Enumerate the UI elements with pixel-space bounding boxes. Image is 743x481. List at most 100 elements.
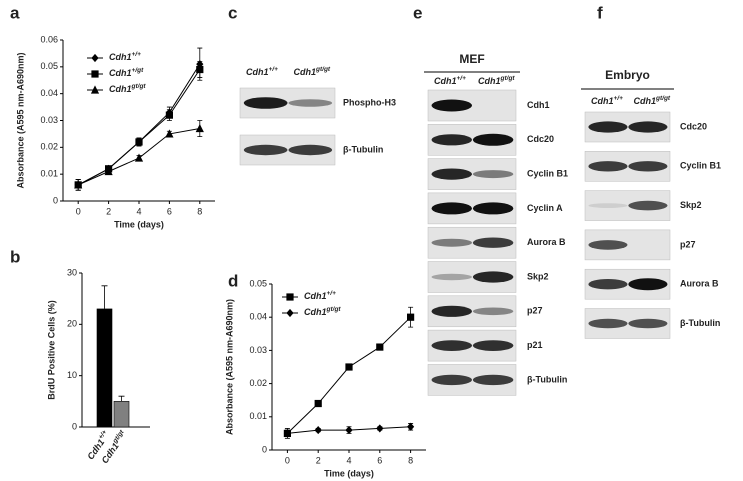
marker xyxy=(407,313,415,321)
y-tick-label: 0.01 xyxy=(40,169,58,179)
legend-marker xyxy=(286,293,294,301)
band xyxy=(431,202,473,215)
band xyxy=(628,318,668,329)
band xyxy=(472,170,514,179)
marker xyxy=(376,343,384,351)
row-label: p27 xyxy=(680,239,696,249)
y-tick-label: 0.04 xyxy=(249,312,267,322)
marker xyxy=(165,129,174,138)
marker xyxy=(165,111,173,119)
band xyxy=(431,340,473,351)
y-tick-label: 0.05 xyxy=(249,278,267,288)
y-tick-label: 0.01 xyxy=(249,411,267,421)
error-bar xyxy=(118,395,125,402)
marker xyxy=(314,425,322,435)
band xyxy=(588,121,628,133)
row-label: β-Tubulin xyxy=(527,374,567,384)
band xyxy=(431,305,473,317)
y-tick-label: 0.03 xyxy=(249,345,267,355)
band xyxy=(472,340,514,351)
band xyxy=(472,271,514,283)
row-label: Cyclin A xyxy=(527,203,563,213)
marker xyxy=(376,424,384,433)
x-tick-label: 0 xyxy=(285,455,290,465)
row-label: Cyclin B1 xyxy=(680,161,721,171)
marker xyxy=(135,138,143,146)
row-label: β-Tubulin xyxy=(343,144,383,154)
y-tick-label: 30 xyxy=(67,267,77,277)
lane-header: Cdh1+/+ xyxy=(246,66,278,77)
lane-header: Cdh1+/+ xyxy=(434,75,466,86)
x-tick-label: 0 xyxy=(76,206,81,216)
x-tick-label: 4 xyxy=(346,455,351,465)
row-label: β-Tubulin xyxy=(680,318,720,328)
y-tick-label: 10 xyxy=(67,370,77,380)
band xyxy=(628,161,668,172)
band xyxy=(628,278,668,291)
band xyxy=(431,134,473,146)
y-tick-label: 0.04 xyxy=(40,88,58,98)
bar xyxy=(113,401,130,428)
panel-letter: e xyxy=(413,3,422,22)
lane-header: Cdh1gt/gt xyxy=(478,75,515,86)
legend-label: Cdh1+/+ xyxy=(109,51,141,62)
band xyxy=(431,238,473,247)
lane-header: Cdh1gt/gt xyxy=(294,66,331,77)
band xyxy=(588,161,628,172)
marker xyxy=(283,429,291,438)
marker xyxy=(195,123,204,133)
band xyxy=(431,99,473,112)
band xyxy=(431,374,473,386)
band xyxy=(588,318,628,329)
y-tick-label: 0.02 xyxy=(40,142,58,152)
x-axis-label: Time (days) xyxy=(114,219,164,229)
legend-label: Cdh1+/gt xyxy=(109,67,144,78)
y-tick-label: 0.03 xyxy=(40,115,58,125)
row-label: Cyclin B1 xyxy=(527,168,568,178)
row-label: p27 xyxy=(527,306,543,316)
band xyxy=(472,307,514,316)
row-label: Skp2 xyxy=(527,271,549,281)
panel-letter: c xyxy=(228,3,237,22)
panel-letter: a xyxy=(10,3,20,22)
band xyxy=(588,203,628,209)
row-label: Aurora B xyxy=(680,279,719,289)
band xyxy=(288,99,333,107)
x-tick-label: 4 xyxy=(136,206,141,216)
y-tick-label: 0 xyxy=(262,444,267,454)
y-tick-label: 0 xyxy=(72,421,77,431)
x-tick-label: 2 xyxy=(106,206,111,216)
legend-label: Cdh1gt/gt xyxy=(109,83,146,94)
panel-letter: b xyxy=(10,247,20,266)
marker xyxy=(345,363,353,371)
band xyxy=(472,202,514,215)
y-tick-label: 0 xyxy=(53,195,58,205)
legend-marker xyxy=(90,85,100,94)
band xyxy=(588,240,628,250)
band xyxy=(431,273,473,281)
x-tick-label: 6 xyxy=(167,206,172,216)
band xyxy=(431,168,473,180)
legend-marker xyxy=(91,70,99,78)
band xyxy=(243,97,288,109)
error-bar xyxy=(101,285,108,309)
lane-header: Cdh1gt/gt xyxy=(634,95,671,106)
marker xyxy=(314,399,322,408)
panel-letter: f xyxy=(597,3,603,22)
y-tick-label: 0.02 xyxy=(249,378,267,388)
legend-label: Cdh1+/+ xyxy=(304,290,336,301)
panel-letter: d xyxy=(228,271,238,290)
band xyxy=(628,200,668,211)
y-axis-label: BrdU Positive Cells (%) xyxy=(46,300,56,400)
bar xyxy=(96,308,113,428)
band xyxy=(288,144,333,156)
marker xyxy=(196,65,204,74)
y-tick-label: 0.06 xyxy=(40,34,58,44)
legend-label: Cdh1gt/gt xyxy=(304,306,341,317)
y-axis-label: Absorbance (A595 nm-A690nm) xyxy=(224,299,234,435)
legend-marker xyxy=(91,53,99,63)
band xyxy=(472,133,514,146)
row-label: Cdc20 xyxy=(680,121,707,131)
y-axis-label: Absorbance (A595 nm-A690nm) xyxy=(15,52,25,188)
